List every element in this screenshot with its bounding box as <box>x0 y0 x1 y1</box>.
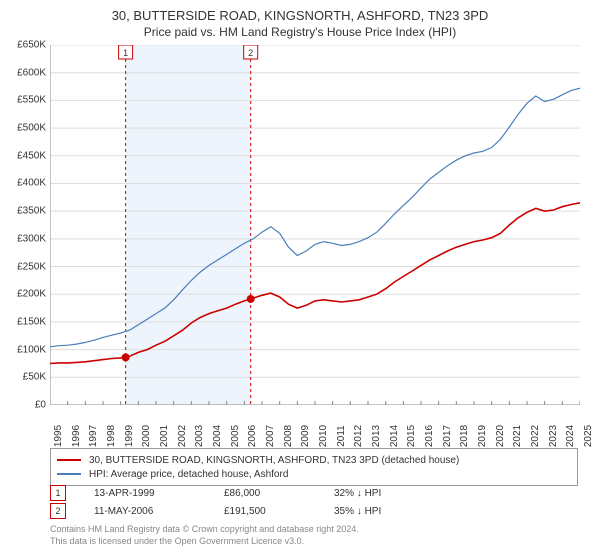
y-tick-label: £500K <box>17 123 46 134</box>
x-tick-label: 2002 <box>177 425 188 447</box>
legend-label: HPI: Average price, detached house, Ashf… <box>89 469 288 480</box>
x-tick-label: 1998 <box>106 425 117 447</box>
marker-price: £86,000 <box>224 488 334 499</box>
y-tick-label: £50K <box>23 372 46 383</box>
y-tick-label: £100K <box>17 344 46 355</box>
x-tick-label: 2015 <box>406 425 417 447</box>
x-tick-label: 2022 <box>530 425 541 447</box>
marker-number-box: 1 <box>50 485 66 501</box>
x-tick-label: 2013 <box>371 425 382 447</box>
footer-note: Contains HM Land Registry data © Crown c… <box>50 524 359 547</box>
svg-text:2: 2 <box>248 48 253 58</box>
x-tick-label: 2008 <box>283 425 294 447</box>
legend-swatch <box>57 459 81 461</box>
marker-delta: 35% ↓ HPI <box>334 506 434 517</box>
markers-table: 1 13-APR-1999£86,00032% ↓ HPI 2 11-MAY-2006… <box>50 484 434 520</box>
x-tick-label: 2009 <box>300 425 311 447</box>
x-tick-label: 2005 <box>230 425 241 447</box>
x-tick-label: 2016 <box>424 425 435 447</box>
x-tick-label: 2012 <box>353 425 364 447</box>
footer-line-1: Contains HM Land Registry data © Crown c… <box>50 524 359 536</box>
x-tick-label: 1999 <box>124 425 135 447</box>
marker-table-row: 1 13-APR-1999£86,00032% ↓ HPI <box>50 484 434 502</box>
x-tick-label: 2010 <box>318 425 329 447</box>
y-tick-label: £150K <box>17 316 46 327</box>
chart-svg: 12 <box>50 45 580 405</box>
x-tick-label: 2017 <box>442 425 453 447</box>
x-tick-label: 1996 <box>71 425 82 447</box>
title-line-1: 30, BUTTERSIDE ROAD, KINGSNORTH, ASHFORD… <box>0 8 600 23</box>
marker-delta: 32% ↓ HPI <box>334 488 434 499</box>
legend-item: HPI: Average price, detached house, Ashf… <box>57 467 571 481</box>
marker-date: 13-APR-1999 <box>94 488 224 499</box>
marker-number-box: 2 <box>50 503 66 519</box>
footer-line-2: This data is licensed under the Open Gov… <box>50 536 359 548</box>
x-tick-label: 2001 <box>159 425 170 447</box>
x-tick-label: 2014 <box>389 425 400 447</box>
x-tick-label: 1995 <box>53 425 64 447</box>
x-tick-label: 2006 <box>247 425 258 447</box>
title-block: 30, BUTTERSIDE ROAD, KINGSNORTH, ASHFORD… <box>0 0 600 39</box>
x-tick-label: 2004 <box>212 425 223 447</box>
chart-container: 30, BUTTERSIDE ROAD, KINGSNORTH, ASHFORD… <box>0 0 600 560</box>
x-tick-label: 2020 <box>495 425 506 447</box>
y-tick-label: £200K <box>17 289 46 300</box>
x-tick-label: 2019 <box>477 425 488 447</box>
x-axis-labels: 1995 1996 1997 1998 1999 2000 2001 2002 2003 2004… <box>50 408 580 448</box>
x-tick-label: 2023 <box>548 425 559 447</box>
x-tick-label: 2000 <box>141 425 152 447</box>
legend-item: 30, BUTTERSIDE ROAD, KINGSNORTH, ASHFORD… <box>57 453 571 467</box>
y-axis-labels: £0£50K£100K£150K£200K£250K£300K£350K£400… <box>0 45 48 405</box>
legend-box: 30, BUTTERSIDE ROAD, KINGSNORTH, ASHFORD… <box>50 448 578 486</box>
y-tick-label: £650K <box>17 40 46 51</box>
svg-text:1: 1 <box>123 48 128 58</box>
x-tick-label: 2003 <box>194 425 205 447</box>
y-tick-label: £600K <box>17 67 46 78</box>
x-tick-label: 2024 <box>565 425 576 447</box>
x-tick-label: 2011 <box>336 425 347 447</box>
y-tick-label: £450K <box>17 150 46 161</box>
y-tick-label: £550K <box>17 95 46 106</box>
y-tick-label: £400K <box>17 178 46 189</box>
y-tick-label: £250K <box>17 261 46 272</box>
y-tick-label: £350K <box>17 206 46 217</box>
x-tick-label: 2025 <box>583 425 594 447</box>
x-tick-label: 2007 <box>265 425 276 447</box>
legend-swatch <box>57 473 81 475</box>
x-tick-label: 1997 <box>88 425 99 447</box>
x-tick-label: 2021 <box>512 425 523 447</box>
marker-table-row: 2 11-MAY-2006£191,50035% ↓ HPI <box>50 502 434 520</box>
marker-price: £191,500 <box>224 506 334 517</box>
title-line-2: Price paid vs. HM Land Registry's House … <box>0 25 600 39</box>
y-tick-label: £0 <box>35 400 46 411</box>
y-tick-label: £300K <box>17 233 46 244</box>
chart-area: 12 <box>50 45 580 405</box>
legend-label: 30, BUTTERSIDE ROAD, KINGSNORTH, ASHFORD… <box>89 455 459 466</box>
marker-date: 11-MAY-2006 <box>94 506 224 517</box>
x-tick-label: 2018 <box>459 425 470 447</box>
